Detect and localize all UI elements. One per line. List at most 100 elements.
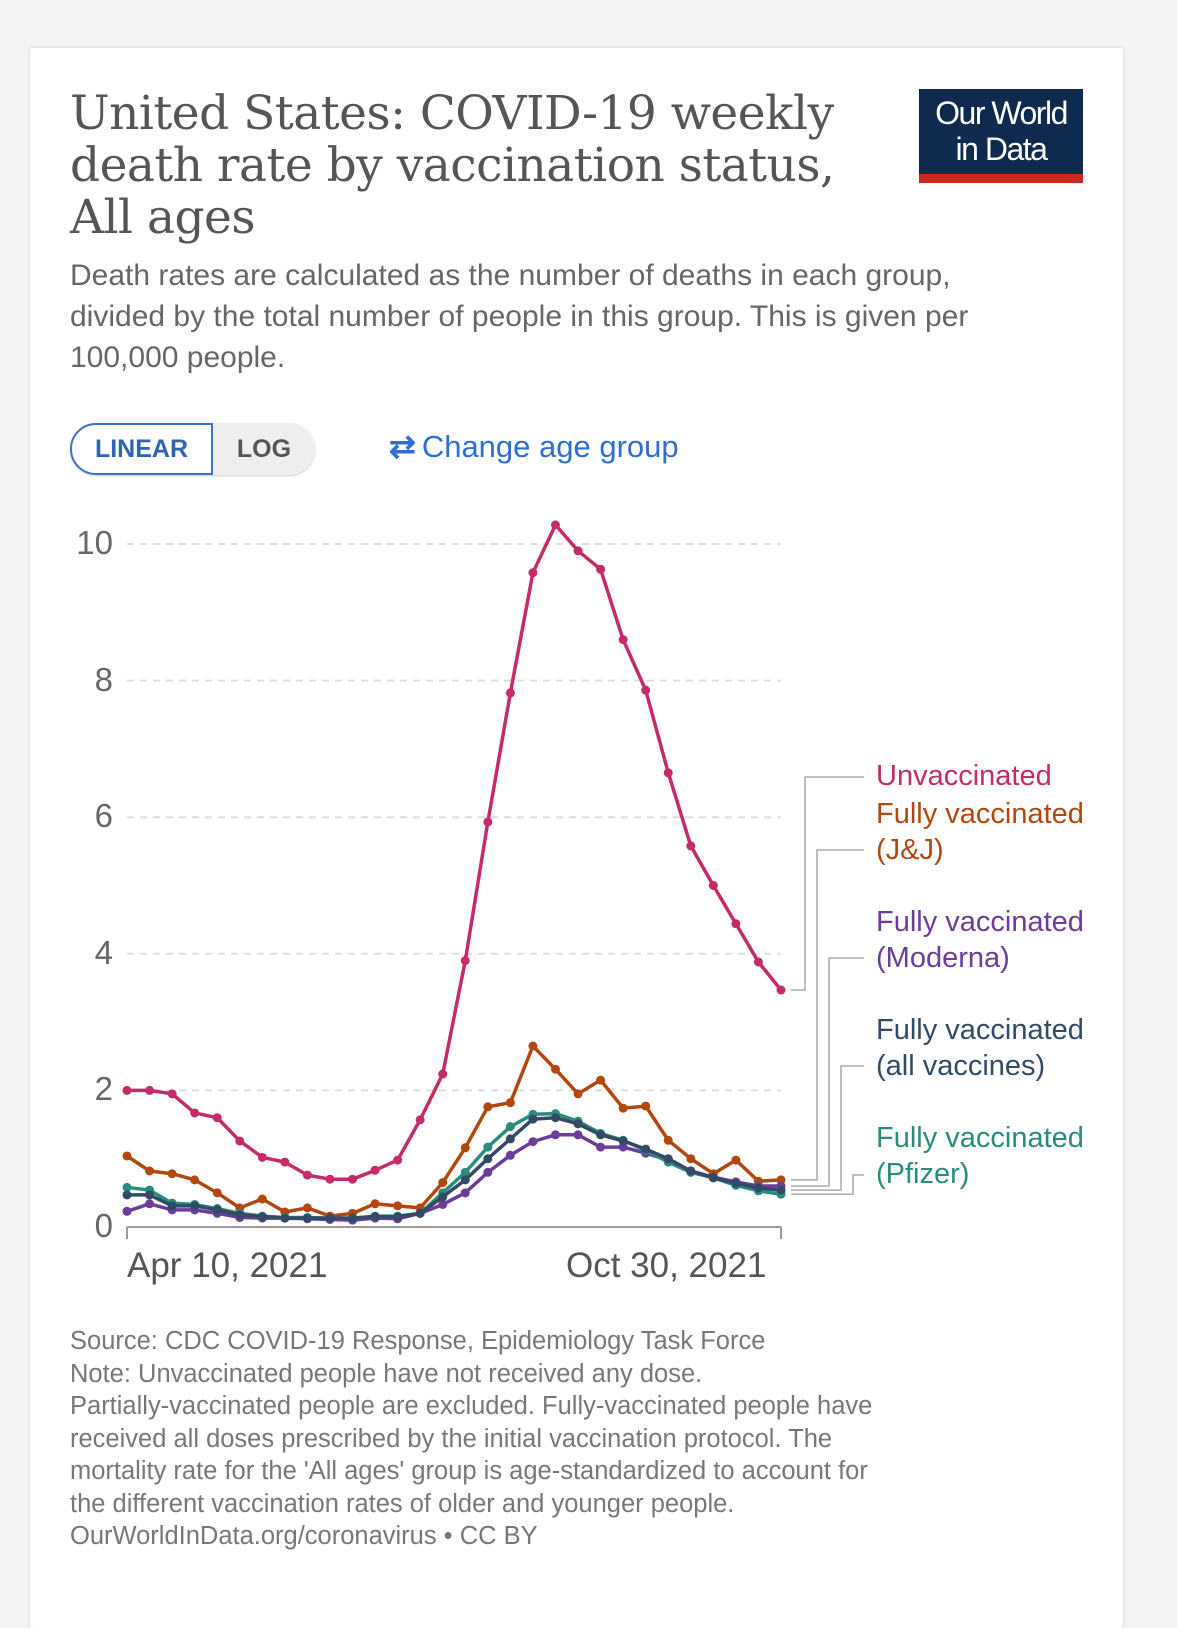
data-point: [663, 1135, 673, 1145]
note-line: received all doses prescribed by the ini…: [70, 1424, 833, 1453]
data-point: [483, 1102, 493, 1112]
data-point: [348, 1213, 358, 1223]
data-point: [505, 688, 515, 698]
data-point: [731, 1155, 741, 1165]
data-point: [550, 1130, 560, 1140]
data-point: [483, 817, 493, 827]
linear-button[interactable]: LINEAR: [70, 423, 213, 475]
y-tick-label: 6: [94, 797, 113, 835]
series-line: [126, 1133, 781, 1222]
data-point: [460, 1143, 470, 1153]
data-point: [618, 1136, 628, 1146]
data-point: [641, 685, 651, 695]
data-point: [257, 1212, 267, 1222]
data-point: [528, 1114, 538, 1124]
data-point: [483, 1167, 493, 1177]
change-age-group-label: Change age group: [421, 429, 679, 464]
data-point: [483, 1142, 493, 1152]
data-point: [212, 1113, 222, 1123]
data-point: [348, 1174, 358, 1184]
data-point: [686, 1154, 696, 1164]
data-point: [618, 1103, 628, 1113]
data-point: [415, 1115, 425, 1125]
data-point: [190, 1108, 200, 1118]
data-point: [145, 1085, 155, 1095]
data-point: [257, 1194, 267, 1204]
data-point: [167, 1089, 177, 1099]
data-point: [573, 1089, 583, 1099]
data-point: [145, 1190, 155, 1200]
legend-all-vaccines[interactable]: Fully vaccinated (all vaccines): [876, 1014, 1084, 1082]
data-point: [550, 1113, 560, 1123]
data-point: [370, 1212, 380, 1222]
legend-unvaccinated[interactable]: Unvaccinated: [876, 760, 1052, 792]
data-point: [280, 1157, 290, 1167]
data-point: [438, 1199, 448, 1209]
legend-pfizer[interactable]: Fully vaccinated (Pfizer): [876, 1122, 1084, 1190]
data-point: [460, 1188, 470, 1198]
data-point: [663, 768, 673, 778]
data-point: [190, 1201, 200, 1211]
data-point: [708, 881, 718, 890]
chart-card: [30, 48, 1123, 1628]
data-point: [393, 1201, 403, 1211]
scale-toggle: LINEAR LOG: [70, 423, 315, 475]
data-point: [776, 985, 786, 995]
data-point: [460, 956, 470, 966]
data-point: [302, 1213, 312, 1223]
data-point: [393, 1155, 403, 1165]
note-line: Note: Unvaccinated people have not recei…: [70, 1359, 703, 1388]
data-point: [393, 1212, 403, 1222]
source-link[interactable]: OurWorldInData.org/coronavirus • CC BY: [70, 1522, 538, 1550]
data-point: [145, 1166, 155, 1176]
data-point: [596, 1075, 606, 1085]
owid-logo[interactable]: Our World in Data: [919, 89, 1083, 183]
data-point: [505, 1122, 515, 1132]
logo-line-2: in Data: [955, 131, 1048, 167]
data-point: [731, 919, 741, 929]
data-point: [212, 1205, 222, 1215]
log-button[interactable]: LOG: [236, 435, 292, 463]
note-line: the different vaccination rates of older…: [70, 1489, 735, 1518]
chart-subtitle: Death rates are calculated as the number…: [70, 259, 969, 374]
data-point: [167, 1201, 177, 1211]
chart-footer: Source: CDC COVID-19 Response, Epidemiol…: [70, 1325, 1070, 1553]
data-point: [212, 1188, 222, 1198]
data-point: [753, 1183, 763, 1193]
legend-connector: [791, 1065, 864, 1191]
data-point: [460, 1167, 470, 1177]
data-point: [257, 1152, 267, 1162]
y-tick-label: 8: [94, 660, 113, 698]
data-point: [550, 1064, 560, 1074]
data-point: [145, 1199, 155, 1209]
data-point: [686, 841, 696, 851]
source-text: Source: CDC COVID-19 Response, Epidemiol…: [70, 1327, 766, 1355]
data-point: [505, 1150, 515, 1160]
data-point: [122, 1151, 132, 1161]
data-point: [370, 1199, 380, 1209]
note-line: mortality rate for the 'All ages' group …: [70, 1457, 868, 1485]
legend-connector: [791, 957, 864, 1187]
data-point: [167, 1169, 177, 1179]
data-point: [528, 568, 538, 578]
data-point: [596, 1130, 606, 1140]
swap-arrows-icon: ⇄: [389, 428, 416, 464]
series-line: [127, 523, 783, 1181]
data-point: [122, 1206, 132, 1216]
legend-moderna[interactable]: Fully vaccinated (Moderna): [876, 906, 1084, 974]
data-point: [708, 1173, 718, 1183]
legend-jj[interactable]: Fully vaccinated (J&J): [876, 798, 1084, 866]
data-point: [550, 520, 560, 530]
change-age-group-button[interactable]: ⇄ Change age group: [389, 424, 679, 469]
logo-bar: [919, 174, 1083, 183]
data-point: [686, 1166, 696, 1176]
y-tick-label: 2: [94, 1070, 113, 1108]
data-point: [438, 1178, 448, 1188]
data-point: [483, 1154, 493, 1164]
chart-title: United States: COVID-19 weekly death rat…: [70, 86, 835, 245]
data-point: [776, 1185, 786, 1195]
data-point: [641, 1101, 651, 1111]
data-point: [438, 1192, 448, 1202]
data-point: [190, 1175, 200, 1185]
